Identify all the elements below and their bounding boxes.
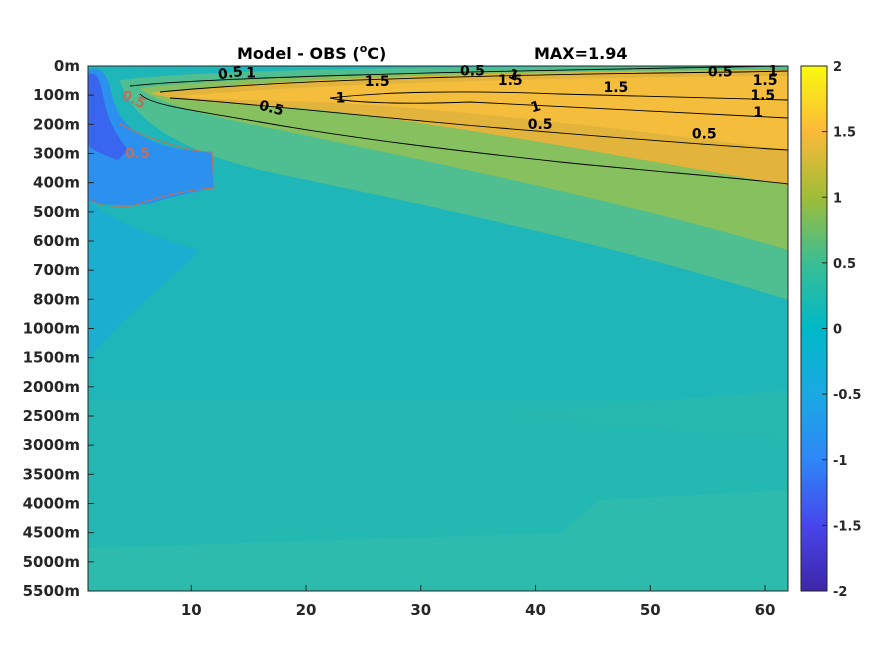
plot-area [88, 66, 788, 591]
cold-core [88, 73, 128, 160]
y-tick-label: 600m [33, 232, 80, 250]
y-tick-label: 2500m [23, 407, 80, 425]
x-tick-label: 30 [410, 601, 431, 619]
contour-label: 0.5 [692, 126, 717, 142]
colorbar-ticks: 2 1.5 1 0.5 0 -0.5 -1 -1.5 -2 [822, 60, 861, 600]
cold-anomaly [88, 68, 214, 205]
contour-label: 0.5 [460, 64, 485, 80]
colorbar-tick-label: -0.5 [833, 388, 861, 403]
y-tick-label: 3500m [23, 465, 80, 483]
contour-label: 1.5 [498, 73, 523, 89]
colorbar-tick-label: -1.5 [833, 519, 861, 534]
y-tick-label: 0m [54, 57, 80, 75]
y-tick-label: 1000m [23, 320, 80, 338]
y-tick-label: 100m [33, 86, 80, 104]
y-tick-label: 1500m [23, 349, 80, 367]
hot-band [180, 76, 788, 150]
contour-line-neg-0.5 [91, 123, 215, 207]
colorbar-tick-label: 1 [833, 191, 842, 206]
y-tick-label: 300m [33, 145, 80, 163]
contour-label: 1 [529, 98, 543, 116]
contours [91, 66, 788, 207]
colorbar-tick-label: -1 [833, 454, 847, 469]
contour-label: 0.5 [708, 64, 733, 80]
x-tick-label: 20 [296, 601, 317, 619]
colorbar-tick-label: 0.5 [833, 257, 856, 272]
max-label: MAX=1.94 [534, 44, 628, 63]
contour-label: 1 [336, 91, 346, 107]
y-tick-label: 4500m [23, 524, 80, 542]
contour-label: 0.5 [217, 64, 244, 83]
colorbar-tick-label: 1.5 [833, 126, 856, 141]
contour-label: 0.5 [125, 146, 150, 162]
contour-label: 1.5 [365, 74, 390, 90]
colorbar: 2 1.5 1 0.5 0 -0.5 -1 -1.5 -2 [800, 60, 861, 600]
bottom-layer [88, 490, 788, 591]
y-tick-label: 700m [33, 261, 80, 279]
y-axis: 0m 100m 200m 300m 400m 500m 600m 700m 800m 1000m 1… [23, 57, 94, 600]
contour-label: 0.5 [528, 117, 553, 133]
y-tick-label: 800m [33, 290, 80, 308]
contour-label: 1 [768, 64, 778, 80]
x-tick-label: 50 [640, 601, 661, 619]
y-tick-label: 2000m [23, 378, 80, 396]
contour-label: 1 [246, 66, 256, 82]
y-tick-label: 500m [33, 203, 80, 221]
x-tick-label: 40 [525, 601, 546, 619]
x-tick-label: 10 [181, 601, 202, 619]
contour-label: 1.5 [603, 80, 628, 96]
y-tick-label: 3000m [23, 436, 80, 454]
colorbar-tick-label: 0 [833, 323, 842, 338]
y-tick-label: 5500m [23, 582, 80, 600]
y-tick-label: 5000m [23, 553, 80, 571]
contour-line-1.5 [329, 91, 788, 119]
x-tick-label: 60 [755, 601, 776, 619]
contour-label: 0.5 [257, 98, 285, 120]
colorbar-tick-label: 2 [833, 60, 842, 75]
contour-line-0.5-outer [129, 66, 788, 185]
y-tick-label: 4000m [23, 495, 80, 513]
colorbar-tick-label: -2 [833, 585, 847, 600]
contour-label: 1 [753, 105, 763, 121]
x-axis: 10 20 30 40 50 60 [181, 585, 776, 619]
contour-label: 1.5 [750, 88, 775, 104]
cold-fade [88, 200, 200, 360]
y-tick-label: 400m [33, 174, 80, 192]
contour-line-1-outer [159, 70, 788, 151]
contour-label: 1.5 [753, 73, 778, 89]
y-tick-label: 200m [33, 115, 80, 133]
contour-label-group: 0.5 11.510.50.5 11.5 1.510.50.5 11.51.510.50… [119, 64, 778, 162]
chart-title: Model - OBS (oC) [237, 42, 386, 63]
mid-lighter-wedge [500, 390, 788, 440]
